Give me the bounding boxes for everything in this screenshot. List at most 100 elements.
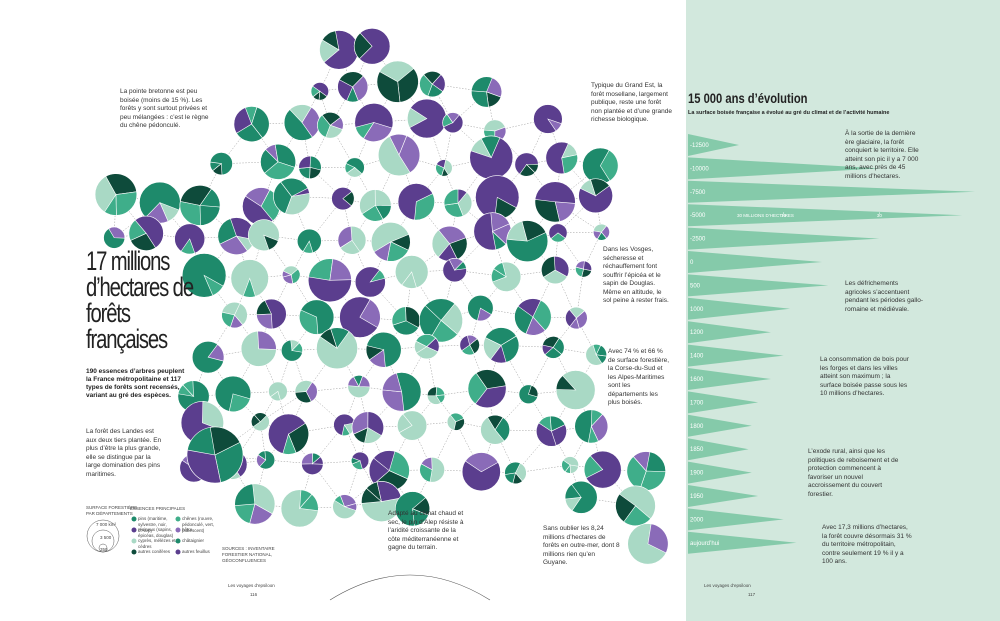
dept-slice bbox=[346, 86, 359, 103]
forest-wedge bbox=[688, 508, 784, 531]
dept-slice bbox=[382, 389, 405, 412]
scale-tick-label: 15 bbox=[781, 213, 787, 218]
footer: Les voyages d’epsiloon bbox=[228, 583, 275, 588]
subtitle: 190 essences d’arbres peuplent la France… bbox=[86, 368, 185, 399]
year-label: -7500 bbox=[690, 190, 706, 196]
year-label: 2000 bbox=[690, 517, 704, 523]
dept-slice bbox=[575, 260, 585, 270]
dept-slice bbox=[365, 345, 385, 361]
dept-slice bbox=[355, 121, 375, 139]
dept-slice bbox=[351, 457, 361, 465]
decor-arc bbox=[329, 574, 491, 601]
dept-slice bbox=[251, 106, 270, 139]
year-label: 1600 bbox=[690, 377, 704, 383]
note: Les défrichements agricoles s’accentuent… bbox=[845, 280, 924, 313]
dept-slice bbox=[532, 299, 552, 331]
dept-slice bbox=[471, 90, 489, 108]
forest-wedge bbox=[688, 321, 771, 344]
dept-slice bbox=[228, 393, 251, 413]
dept-slice bbox=[330, 327, 350, 349]
dept-slice bbox=[504, 472, 516, 484]
year-label: 1700 bbox=[690, 400, 704, 406]
link bbox=[455, 421, 482, 472]
dept-slice bbox=[477, 307, 492, 322]
legend-swatch bbox=[175, 527, 181, 533]
dept-slice bbox=[284, 193, 311, 215]
year-label: 1200 bbox=[690, 330, 704, 336]
dept-slice bbox=[288, 422, 309, 454]
dept-slice bbox=[221, 311, 235, 328]
dept-slice bbox=[493, 262, 507, 278]
year-label: 1800 bbox=[690, 424, 704, 430]
dept-slice bbox=[555, 375, 577, 391]
note: Sans oublier les 8,24 millions d’hectare… bbox=[543, 525, 620, 566]
dept-slice bbox=[438, 225, 467, 245]
dept-slice bbox=[329, 258, 352, 281]
dept-slice bbox=[256, 300, 272, 315]
link bbox=[207, 314, 235, 358]
right-title: 15 000 ans d’évolution bbox=[688, 90, 808, 106]
dept-slice bbox=[236, 123, 263, 142]
link bbox=[602, 469, 636, 506]
dept-slice bbox=[401, 271, 417, 289]
legend-swatch bbox=[131, 549, 137, 555]
forest-wedge bbox=[688, 391, 759, 414]
dept-slice bbox=[412, 508, 429, 527]
dept-slice bbox=[214, 441, 244, 483]
dept-slice bbox=[264, 161, 296, 180]
dept-slice bbox=[186, 449, 222, 484]
dept-slice bbox=[480, 135, 501, 159]
dept-slice bbox=[541, 255, 556, 278]
dept-slice bbox=[391, 306, 407, 326]
link bbox=[405, 271, 412, 321]
note: Dans les Vosges, sécheresse et réchauffe… bbox=[603, 246, 669, 304]
dept-slice bbox=[182, 380, 194, 398]
dept-slice bbox=[104, 193, 117, 216]
dept-slice bbox=[519, 164, 536, 177]
forest-wedge bbox=[688, 204, 963, 227]
dept-slice bbox=[461, 344, 475, 356]
legend-swatch bbox=[175, 549, 181, 555]
legend-item: hêtre bbox=[182, 527, 193, 532]
dept-slice bbox=[282, 433, 297, 455]
year-label: 1400 bbox=[690, 354, 704, 360]
legend-title: SURFACE FORESTIÈRE PAR DÉPARTEMENTS bbox=[86, 505, 138, 516]
dept-slice bbox=[317, 114, 331, 138]
note: La pointe bretonne est peu boisée (moins… bbox=[120, 88, 209, 129]
link bbox=[367, 391, 402, 428]
dept-slice bbox=[115, 191, 138, 216]
year-label: -2500 bbox=[690, 237, 706, 243]
dept-slice bbox=[561, 154, 578, 174]
legend-title: ESSENCES PRINCIPALES bbox=[130, 506, 186, 511]
dept-slice bbox=[199, 188, 221, 208]
link bbox=[330, 125, 355, 168]
dept-slice bbox=[263, 234, 279, 251]
legend-item: résineux (sapins, épicéas, douglas) bbox=[138, 527, 174, 538]
dept-slice bbox=[431, 74, 446, 92]
dept-slice bbox=[564, 483, 582, 500]
note: Avec 17,3 millions d’hectares, la forêt … bbox=[822, 524, 912, 565]
dept-slice bbox=[453, 418, 465, 431]
dept-slice bbox=[108, 226, 126, 239]
dept-slice bbox=[590, 178, 610, 197]
dept-slice bbox=[561, 459, 571, 473]
dept-slice bbox=[435, 394, 446, 404]
dept-slice bbox=[599, 149, 619, 182]
dept-slice bbox=[376, 71, 401, 103]
timeline: -12500 -10000 -7500 -5000 -2500 0 500 1000 1200 1… bbox=[688, 134, 975, 554]
note: Avec 74 % et 66 % de surface forestière,… bbox=[608, 348, 670, 406]
dept-slice bbox=[369, 269, 386, 283]
legend-size: 3 500 bbox=[100, 535, 112, 540]
dept-slice bbox=[203, 274, 224, 296]
year-label: 1950 bbox=[690, 494, 704, 500]
dept-slice bbox=[269, 390, 281, 402]
dept-slice bbox=[593, 230, 602, 240]
legend-size-circle bbox=[98, 543, 108, 553]
dept-slice bbox=[419, 74, 433, 97]
dept-slice bbox=[341, 424, 351, 436]
dept-slice bbox=[398, 135, 421, 174]
dept-slice bbox=[453, 261, 467, 271]
dept-slice bbox=[343, 503, 357, 511]
link bbox=[290, 274, 317, 318]
note: Typique du Grand Est, la forêt mosellane… bbox=[591, 82, 672, 123]
